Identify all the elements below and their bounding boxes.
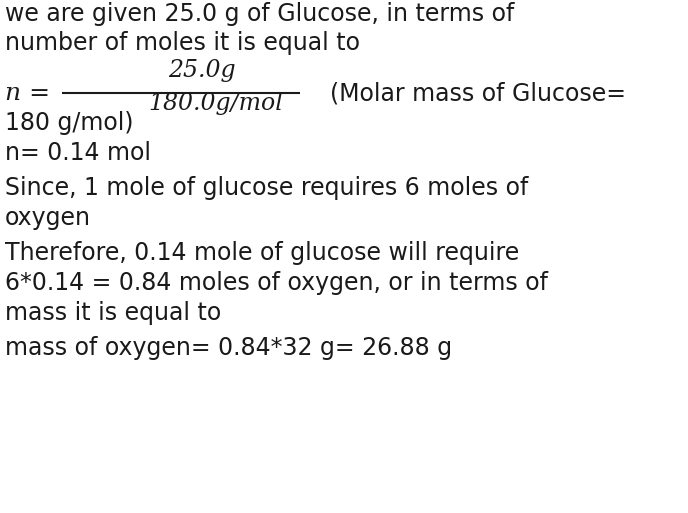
Text: Therefore, 0.14 mole of glucose will require: Therefore, 0.14 mole of glucose will req… [5,241,519,265]
Text: mass of oxygen= 0.84*32 g= 26.88 g: mass of oxygen= 0.84*32 g= 26.88 g [5,336,452,360]
Text: mass it is equal to: mass it is equal to [5,301,222,325]
Text: (Molar mass of Glucose=: (Molar mass of Glucose= [330,81,626,105]
Text: 180 g/mol): 180 g/mol) [5,111,133,135]
Text: n= 0.14 mol: n= 0.14 mol [5,141,151,165]
Text: we are given 25.0 g of Glucose, in terms of: we are given 25.0 g of Glucose, in terms… [5,2,515,26]
Text: number of moles it is equal to: number of moles it is equal to [5,31,360,55]
Text: 6*0.14 = 0.84 moles of oxygen, or in terms of: 6*0.14 = 0.84 moles of oxygen, or in ter… [5,271,548,295]
Text: oxygen: oxygen [5,206,91,230]
Text: 180.0g/mol: 180.0g/mol [148,92,283,115]
Text: Since, 1 mole of glucose requires 6 moles of: Since, 1 mole of glucose requires 6 mole… [5,176,528,200]
Text: 25.0g: 25.0g [168,59,235,82]
Text: n =: n = [5,82,50,105]
